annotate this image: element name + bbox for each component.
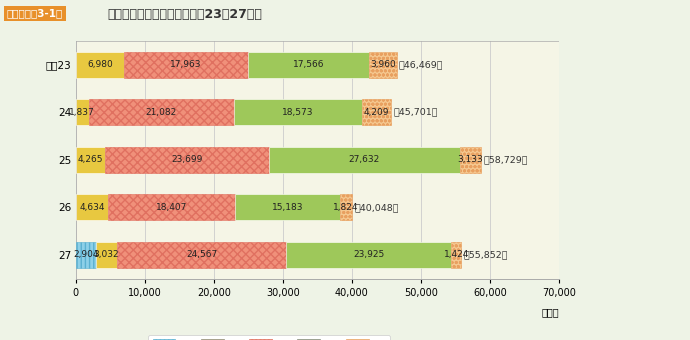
Text: 3,960: 3,960 — [370, 60, 396, 69]
Text: 21,082: 21,082 — [146, 108, 177, 117]
Bar — [76, 242, 96, 268]
Text: 3,133: 3,133 — [457, 155, 483, 164]
Text: 1,424: 1,424 — [444, 251, 469, 259]
Text: 18,407: 18,407 — [156, 203, 187, 212]
Bar — [76, 51, 124, 78]
Bar — [269, 147, 460, 173]
Text: 1,837: 1,837 — [70, 108, 95, 117]
Bar — [235, 194, 339, 221]
Bar — [96, 242, 117, 268]
Bar — [234, 99, 362, 125]
Text: 4,209: 4,209 — [364, 108, 389, 117]
Text: 17,566: 17,566 — [293, 60, 324, 69]
Text: 23,925: 23,925 — [353, 251, 384, 259]
Text: 3,032: 3,032 — [94, 251, 119, 259]
Text: （人）: （人） — [541, 307, 559, 317]
Legend: 5月, 6月, 7月, 8月, 9月: 5月, 6月, 7月, 8月, 9月 — [148, 335, 390, 340]
Bar — [339, 194, 352, 221]
Bar — [117, 242, 286, 268]
Bar — [248, 51, 369, 78]
Bar — [451, 242, 462, 268]
Text: 計55,852人: 計55,852人 — [464, 251, 508, 259]
Bar — [76, 147, 106, 173]
Bar — [108, 194, 235, 221]
Bar — [76, 194, 108, 221]
Bar — [369, 51, 397, 78]
Text: トピックス3-1図: トピックス3-1図 — [7, 8, 63, 18]
Text: 23,699: 23,699 — [171, 155, 203, 164]
Bar — [76, 99, 88, 125]
Bar — [124, 51, 248, 78]
Text: 計40,048人: 計40,048人 — [354, 203, 399, 212]
Text: 月別の救急搬送人員数（平成23〜27年）: 月別の救急搬送人員数（平成23〜27年） — [107, 8, 262, 21]
Text: 15,183: 15,183 — [271, 203, 303, 212]
Bar — [362, 99, 391, 125]
Bar — [88, 99, 234, 125]
Text: 27,632: 27,632 — [348, 155, 380, 164]
Bar — [106, 147, 269, 173]
Text: 計45,701人: 計45,701人 — [393, 108, 438, 117]
Text: 計46,469人: 計46,469人 — [399, 60, 443, 69]
Text: 計58,729人: 計58,729人 — [483, 155, 528, 164]
Text: 1,824: 1,824 — [333, 203, 359, 212]
Text: 17,963: 17,963 — [170, 60, 201, 69]
Text: 24,567: 24,567 — [186, 251, 217, 259]
Text: 6,980: 6,980 — [87, 60, 113, 69]
Text: 4,265: 4,265 — [78, 155, 104, 164]
Text: 2,904: 2,904 — [73, 251, 99, 259]
Bar — [286, 242, 451, 268]
Text: 18,573: 18,573 — [282, 108, 314, 117]
Text: 4,634: 4,634 — [79, 203, 105, 212]
Bar — [460, 147, 481, 173]
